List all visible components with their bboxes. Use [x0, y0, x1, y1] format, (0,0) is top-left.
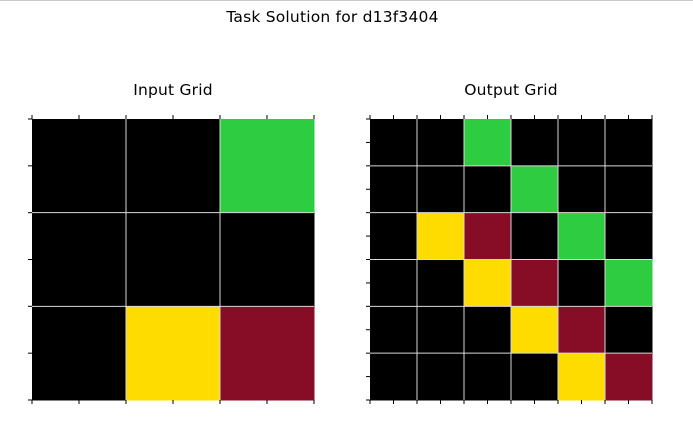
output-cell-r4-c5	[605, 306, 653, 354]
output-cell-r0-c2	[464, 119, 512, 167]
output-cell-r3-c0	[370, 259, 418, 307]
output-grid-title: Output Grid	[464, 81, 558, 99]
output-cell-r2-c2	[464, 212, 512, 260]
output-cell-r4-c4	[558, 306, 606, 354]
output-cell-r0-c4	[558, 119, 606, 167]
output-cell-r5-c1	[417, 353, 465, 401]
output-cell-r2-c5	[605, 212, 653, 260]
output-cell-r1-c0	[370, 165, 418, 214]
output-cell-r1-c2	[464, 165, 512, 214]
input-cell-r2-c1	[126, 306, 221, 401]
output-cell-r5-c5	[605, 353, 653, 401]
input-cell-r1-c1	[126, 212, 221, 307]
input-cell-r2-c0	[32, 306, 127, 401]
output-cell-r4-c2	[464, 306, 512, 354]
input-cell-r1-c0	[32, 212, 127, 307]
window-top-border	[0, 0, 693, 1]
output-cell-r4-c1	[417, 306, 465, 354]
input-cell-r0-c1	[126, 119, 221, 214]
figure-title: Task Solution for d13f3404	[226, 8, 439, 26]
output-cell-r3-c5	[605, 259, 653, 307]
input-cell-r0-c2	[220, 119, 315, 214]
output-cell-r2-c0	[370, 212, 418, 260]
output-cell-r4-c0	[370, 306, 418, 354]
output-cell-r1-c3	[511, 165, 559, 214]
output-cell-r0-c0	[370, 119, 418, 167]
output-cell-r1-c5	[605, 165, 653, 214]
output-cell-r5-c0	[370, 353, 418, 401]
output-cell-r3-c3	[511, 259, 559, 307]
output-cell-r5-c4	[558, 353, 606, 401]
output-cell-r3-c2	[464, 259, 512, 307]
output-cell-r2-c3	[511, 212, 559, 260]
output-cell-r3-c4	[558, 259, 606, 307]
output-cell-r2-c4	[558, 212, 606, 260]
output-cell-r1-c4	[558, 165, 606, 214]
input-cell-r2-c2	[220, 306, 315, 401]
output-cell-r5-c3	[511, 353, 559, 401]
output-cell-r5-c2	[464, 353, 512, 401]
output-cell-r0-c3	[511, 119, 559, 167]
input-cell-r0-c0	[32, 119, 127, 214]
output-cell-r1-c1	[417, 165, 465, 214]
input-grid-title: Input Grid	[133, 81, 213, 99]
output-cell-r3-c1	[417, 259, 465, 307]
output-cell-r4-c3	[511, 306, 559, 354]
output-cell-r0-c5	[605, 119, 653, 167]
output-cell-r0-c1	[417, 119, 465, 167]
input-cell-r1-c2	[220, 212, 315, 307]
output-cell-r2-c1	[417, 212, 465, 260]
